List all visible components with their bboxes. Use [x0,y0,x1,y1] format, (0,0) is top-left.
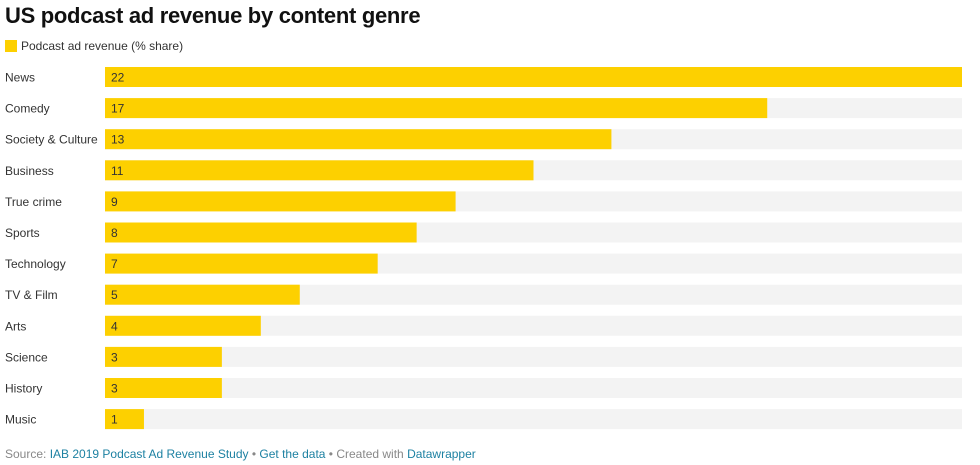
value-label: 4 [111,319,118,333]
bar-track [105,409,962,430]
legend: Podcast ad revenue (% share) [5,39,183,53]
bar [105,409,144,430]
category-label: Science [5,350,48,364]
value-label: 1 [111,413,118,427]
bar [105,129,612,150]
bar [105,284,300,305]
value-label: 3 [111,382,118,396]
bar-track [105,378,962,398]
bar-track [105,346,962,367]
legend-label: Podcast ad revenue (% share) [21,39,184,53]
bar [105,160,534,181]
value-label: 11 [111,164,124,178]
created-with-text: Created with [336,447,404,461]
value-label: 3 [111,350,118,364]
value-label: 13 [111,133,125,147]
value-label: 5 [111,288,118,302]
bar [105,191,456,212]
bar [105,222,417,243]
source-prefix: Source: [5,447,47,461]
legend-swatch [5,40,17,52]
get-data-link[interactable]: Get the data [259,447,326,461]
bar-track [105,284,962,305]
category-label: Music [5,413,36,427]
category-label: Arts [5,319,26,333]
category-label: Technology [5,257,66,271]
source-link[interactable]: IAB 2019 Podcast Ad Revenue Study [49,447,249,461]
bar-track [105,315,962,336]
category-label: News [5,71,35,85]
category-label: Business [5,164,54,178]
datawrapper-link[interactable]: Datawrapper [407,447,476,461]
footer: Source: IAB 2019 Podcast Ad Revenue Stud… [5,447,476,461]
bar [105,253,378,274]
bar [105,67,962,87]
category-label: Society & Culture [5,133,98,147]
value-label: 9 [111,195,118,209]
category-label: TV & Film [5,288,58,302]
footer-separator: • [328,447,333,461]
bar [105,378,222,398]
value-label: 22 [111,71,125,85]
chart-title: US podcast ad revenue by content genre [5,3,421,28]
category-label: Sports [5,226,40,240]
category-label: History [5,382,42,396]
value-label: 7 [111,257,118,271]
bar [105,346,222,367]
value-label: 17 [111,102,125,116]
value-label: 8 [111,226,118,240]
bar [105,98,768,119]
footer-separator: • [251,447,257,461]
category-label: True crime [5,195,62,209]
category-label: Comedy [5,102,50,116]
bar [105,315,261,336]
